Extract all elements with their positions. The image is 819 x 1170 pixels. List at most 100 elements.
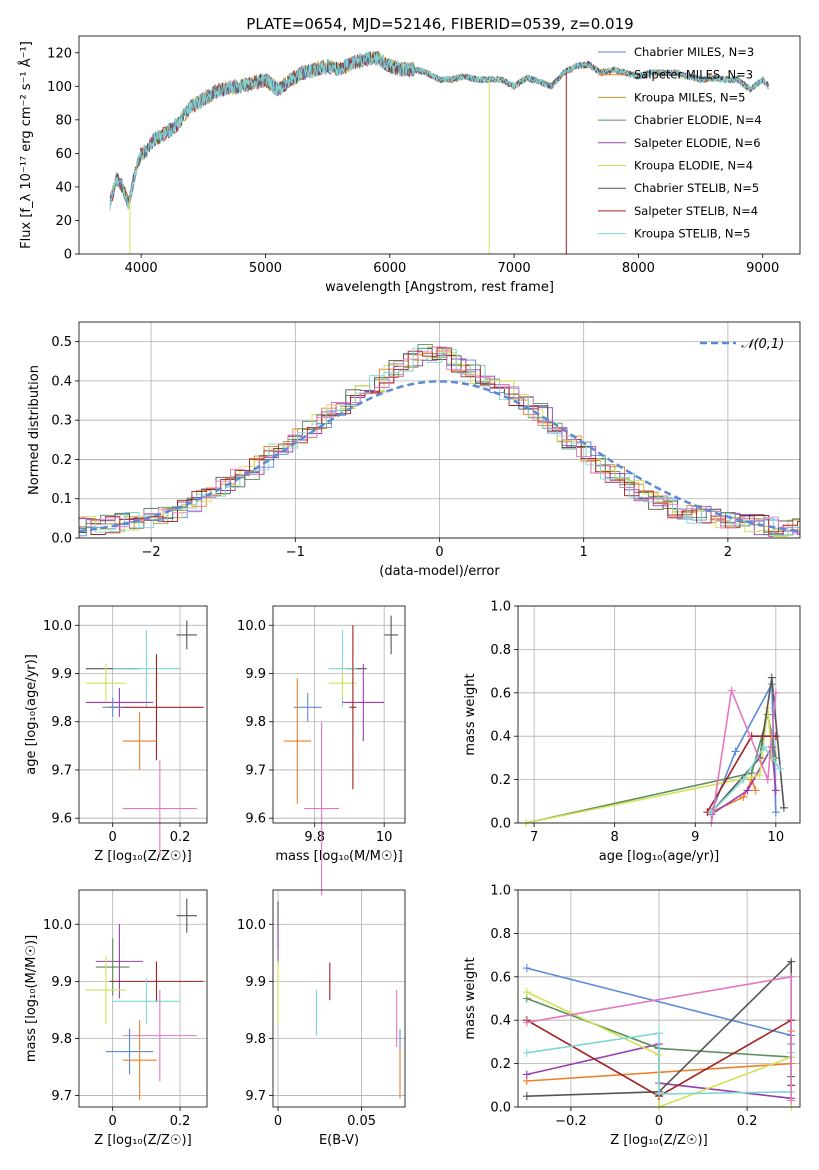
plot-frame [272,605,406,824]
x-tick-label: −2 [142,545,161,560]
weight-marker [739,775,748,784]
y-tick-label: 0.1 [51,492,72,507]
plot-frame [517,889,801,1108]
weight-marker [522,964,531,973]
y-tick-label: 0.2 [51,453,72,468]
panel-spectrum: 4000 5000 6000 7000 8000 9000 0 20 40 60 80 100 120 w… [18,35,801,295]
weight-marker [522,1092,531,1101]
y-tick-label: 1.0 [490,884,511,899]
y-tick-label: 0.2 [490,773,511,788]
y-tick-label: 0.8 [490,927,511,942]
legend-label: Kroupa STELIB, N=5 [634,227,751,241]
weight-marker [743,786,752,795]
x-tick-label: 0 [109,1114,117,1129]
panel-residuals: −2 −1 0 1 2 0.0 0.1 0.2 0.3 0.4 0.5 (data-model)/er… [27,321,801,579]
x-tick-label: 0 [435,545,443,560]
x-tick-label: −0.2 [555,1114,587,1129]
y-tick-label: 9.6 [245,812,266,827]
x-tick-label: 9.8 [304,830,325,845]
weight-line [525,707,773,824]
y-tick-label: 0.6 [490,686,511,701]
y-axis-label: age [log₁₀(age/yr)] [24,654,39,775]
weight-line [710,745,781,813]
y-axis-label: mass [log₁₀(M/M☉)] [24,935,39,1062]
x-tick-label: 1 [580,545,588,560]
y-tick-label: 9.8 [245,1032,266,1047]
y-tick-label: 0.0 [490,817,511,832]
y-tick-label: 100 [47,80,72,95]
panel-age-vs-mass: 9.8 10 9.6 9.7 9.8 9.9 10.0 mass [log₁₀(M/M☉)] [237,605,406,896]
x-tick-label: 0 [655,1114,663,1129]
y-tick-label: 0.8 [490,643,511,658]
y-axis-label: Flux [f_λ 10⁻¹⁷ erg cm⁻² s⁻¹ Å⁻¹] [18,41,34,249]
panel-age-vs-Z: 0 0.2 9.6 9.7 9.8 9.9 10.0 Z [log₁₀(Z/Z☉)] age [… [24,605,208,864]
y-tick-label: 10.0 [43,619,72,634]
panel-mass-weight-vs-age: 7 8 9 10 0.0 0.2 0.4 0.6 0.8 1.0 age [log₁₀(age/yr… [463,600,801,864]
y-tick-label: 9.7 [245,1089,266,1104]
y-tick-label: 1.0 [490,600,511,615]
histogram-step [81,347,800,536]
y-tick-label: 0.4 [490,730,511,745]
x-axis-label: Z [log₁₀(Z/Z☉)] [94,849,191,864]
y-tick-label: 9.9 [245,667,266,682]
y-tick-label: 0.3 [51,414,72,429]
y-tick-label: 10.0 [237,918,266,933]
legend-label: Kroupa MILES, N=5 [634,90,746,104]
y-tick-label: 60 [55,147,72,162]
weight-marker [522,1070,531,1079]
y-tick-label: 0.6 [490,970,511,985]
y-tick-label: 0.0 [490,1101,511,1116]
y-tick-label: 120 [47,46,72,61]
weight-marker [787,957,796,966]
legend-label: Kroupa ELODIE, N=4 [634,159,753,173]
y-tick-label: 9.6 [51,812,72,827]
weight-marker [727,686,736,695]
x-tick-label: 7000 [498,261,531,276]
weight-marker [522,987,531,996]
weight-marker [522,1018,531,1027]
x-tick-label: 0 [109,830,117,845]
y-tick-label: 9.7 [51,763,72,778]
weight-marker [759,743,768,752]
y-tick-label: 9.8 [51,715,72,730]
weight-marker [771,688,780,697]
x-tick-label: 7 [530,830,538,845]
spectrum-line [109,51,770,211]
y-tick-label: 9.8 [51,1032,72,1047]
weight-line [710,687,777,824]
x-tick-label: 0.2 [170,1114,191,1129]
y-tick-label: 10.0 [237,619,266,634]
plot-frame [78,889,208,1108]
x-tick-label: 6000 [373,261,406,276]
legend-label: Chabrier ELODIE, N=4 [634,113,762,127]
plot-frame [78,321,801,539]
panel-mass-vs-Z: 0 0.2 9.7 9.8 9.9 10.0 Z [log₁₀(Z/Z☉)] mass [lo… [24,889,208,1148]
legend-label: Salpeter MILES, N=3 [634,68,753,82]
x-tick-label: 0.05 [347,1114,376,1129]
plot-frame [517,605,801,824]
x-tick-label: 0.2 [170,830,191,845]
y-tick-label: 0.4 [490,1014,511,1029]
y-tick-label: 9.9 [51,975,72,990]
y-tick-label: 0.4 [51,374,72,389]
histogram-step [79,350,800,532]
y-tick-label: 9.7 [51,1089,72,1104]
plot-frame [78,35,801,255]
legend-label: Chabrier MILES, N=3 [634,45,754,59]
x-tick-label: −1 [286,545,305,560]
weight-marker [522,1048,531,1057]
weight-line [525,714,777,824]
y-axis-label: mass weight [463,957,478,1039]
weight-marker [655,1089,663,1098]
legend-label: Salpeter STELIB, N=4 [634,204,758,218]
y-tick-label: 20 [55,214,72,229]
y-tick-label: 0.5 [51,335,72,350]
weight-marker [707,808,716,817]
x-tick-label: 9000 [746,261,779,276]
x-axis-label: Z [log₁₀(Z/Z☉)] [610,1133,707,1148]
y-tick-label: 9.8 [245,715,266,730]
y-tick-label: 80 [55,113,72,128]
y-tick-label: 0.0 [51,532,72,547]
gaussian-reference-line [78,380,801,533]
weight-marker [655,1029,663,1038]
